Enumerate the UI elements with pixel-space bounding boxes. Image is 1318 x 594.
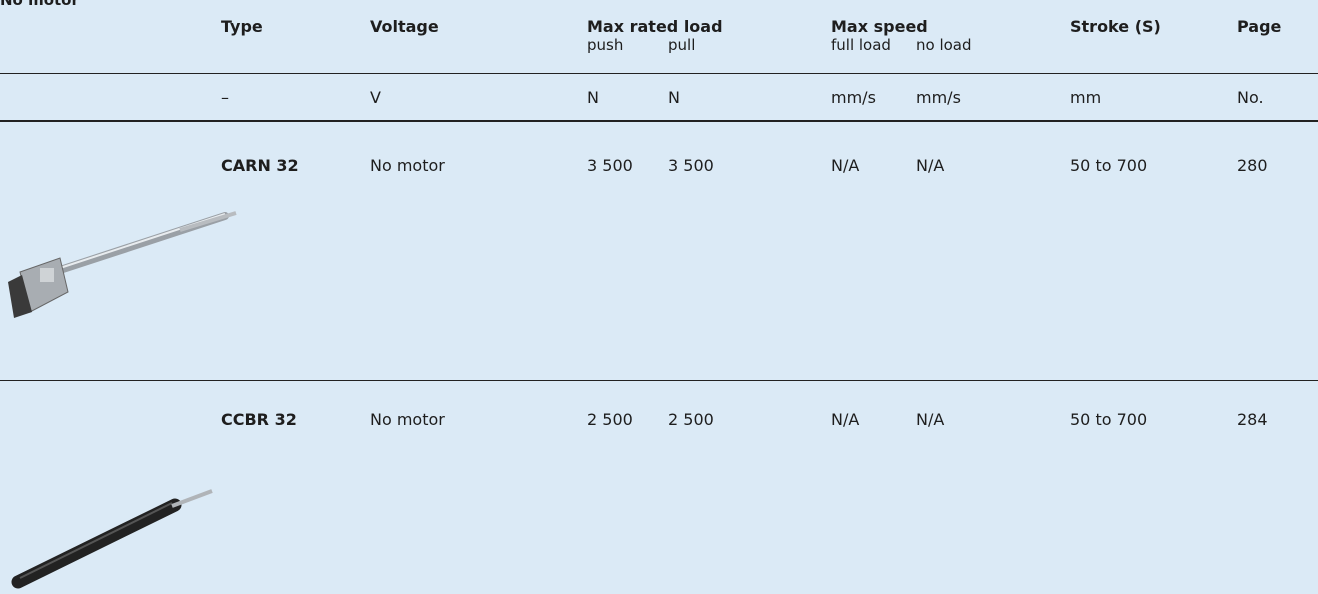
product-images bbox=[8, 211, 237, 589]
unit-cell: mm/s bbox=[831, 88, 876, 107]
cell: 3 500 bbox=[587, 156, 633, 175]
cell: N/A bbox=[916, 156, 945, 175]
unit-cell: mm bbox=[1070, 88, 1102, 107]
cell: No motor bbox=[370, 410, 445, 429]
type-cell: CARN 32 bbox=[221, 156, 299, 175]
column-header: Max speed bbox=[831, 17, 928, 36]
rule bbox=[0, 73, 1318, 74]
rule bbox=[0, 380, 1318, 381]
column-header: Page bbox=[1237, 17, 1282, 36]
cell: No motor bbox=[370, 156, 445, 175]
column-header: Type bbox=[221, 17, 263, 36]
cell: 50 to 700 bbox=[1070, 156, 1148, 175]
column-header: Voltage bbox=[370, 17, 439, 36]
cell: 284 bbox=[1237, 410, 1268, 429]
column-header: Stroke (S) bbox=[1070, 17, 1161, 36]
subcolumn-header: push bbox=[587, 36, 624, 54]
cell: 2 500 bbox=[668, 410, 714, 429]
cell: 280 bbox=[1237, 156, 1268, 175]
column-header: Max rated load bbox=[587, 17, 723, 36]
cell: 3 500 bbox=[668, 156, 714, 175]
unit-cell: – bbox=[221, 88, 229, 107]
cell: 2 500 bbox=[587, 410, 633, 429]
type-cell: CCBR 32 bbox=[221, 410, 297, 429]
ccbr-image bbox=[11, 489, 213, 589]
subcolumn-header: full load bbox=[831, 36, 891, 54]
section-title: No motor bbox=[0, 0, 79, 9]
carn-image bbox=[8, 211, 237, 318]
subcolumn-header: pull bbox=[668, 36, 696, 54]
cell: 50 to 700 bbox=[1070, 410, 1148, 429]
cell: N/A bbox=[916, 410, 945, 429]
unit-cell: No. bbox=[1237, 88, 1264, 107]
unit-cell: V bbox=[370, 88, 381, 107]
rule bbox=[0, 120, 1318, 122]
cell: N/A bbox=[831, 156, 860, 175]
unit-cell: mm/s bbox=[916, 88, 961, 107]
subcolumn-header: no load bbox=[916, 36, 972, 54]
cell: N/A bbox=[831, 410, 860, 429]
unit-cell: N bbox=[587, 88, 599, 107]
unit-cell: N bbox=[668, 88, 680, 107]
